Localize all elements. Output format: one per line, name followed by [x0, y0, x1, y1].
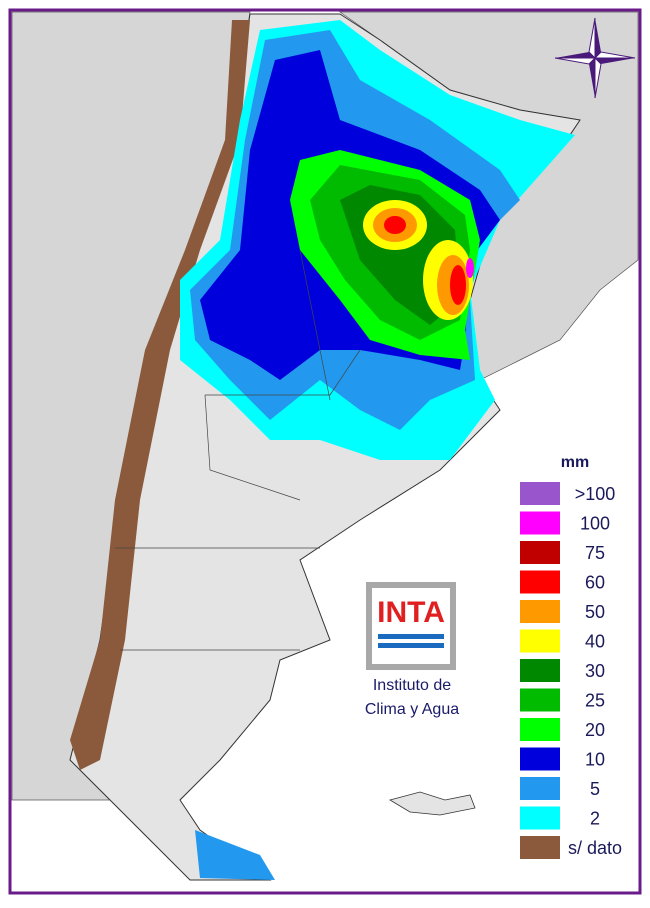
legend-label: >100	[575, 484, 616, 504]
legend-label: 20	[585, 720, 605, 740]
legend-label: 25	[585, 691, 605, 711]
logo-caption: Clima y Agua	[365, 701, 459, 718]
logo-inner	[372, 588, 450, 664]
legend-label: 40	[585, 632, 605, 652]
legend-swatch	[520, 718, 560, 741]
logo-stripe	[378, 634, 444, 639]
province-border	[115, 249, 361, 651]
compass-rose	[554, 17, 636, 99]
rain-60mm	[450, 265, 466, 305]
legend-swatch	[520, 747, 560, 771]
legend-swatch	[520, 629, 560, 653]
legend-swatch	[520, 688, 560, 712]
legend-label: 60	[585, 573, 605, 593]
legend-label: s/ dato	[568, 838, 622, 858]
legend-swatch	[520, 806, 560, 830]
logo-caption: Instituto de	[373, 677, 451, 694]
rain-5mm	[195, 830, 275, 880]
legend-swatch	[520, 570, 560, 594]
legend-swatch	[520, 659, 560, 682]
legend-label: 30	[585, 661, 605, 681]
legend-swatch	[520, 600, 560, 623]
legend-title: mm	[561, 454, 589, 471]
no-data-strip	[70, 20, 250, 770]
rain-60mm	[384, 216, 406, 234]
rain-100mm	[466, 258, 474, 278]
islands	[388, 791, 476, 816]
legend: >100 100 75 60 50 40 30 25 20 10 5 2 s/ dato	[520, 482, 622, 859]
logo-stripe	[378, 643, 444, 648]
legend-label: 75	[585, 543, 605, 563]
legend-swatch	[520, 482, 560, 505]
legend-label: 50	[585, 602, 605, 622]
legend-label: 5	[590, 779, 600, 799]
legend-swatch	[520, 777, 560, 800]
legend-label: 100	[580, 514, 610, 534]
legend-label: 10	[585, 750, 605, 770]
legend-swatch	[520, 511, 560, 535]
logo: INTA Instituto de Clima y Agua	[365, 582, 459, 718]
logo-name: INTA	[377, 596, 445, 629]
legend-swatch	[520, 836, 560, 859]
legend-swatch	[520, 541, 560, 564]
legend-label: 2	[590, 809, 600, 829]
